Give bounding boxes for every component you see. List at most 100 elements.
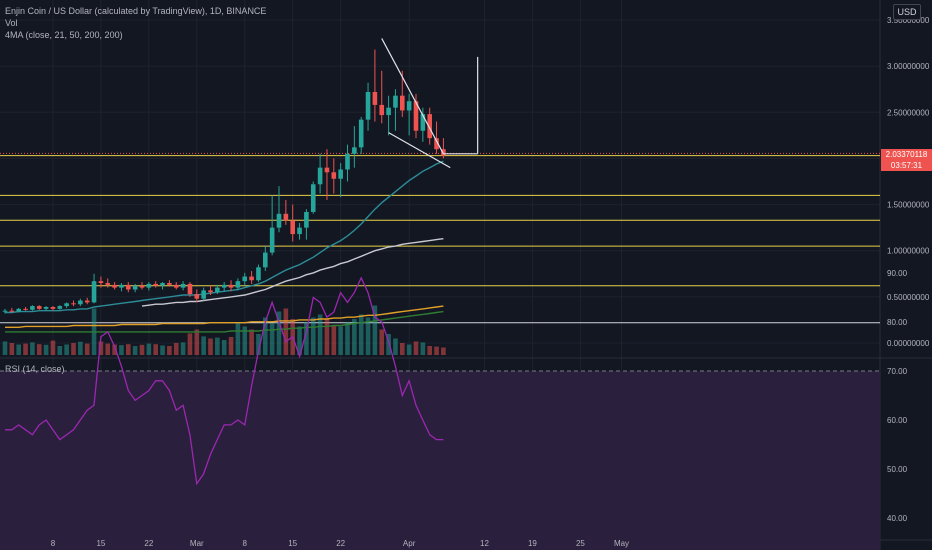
candlesticks bbox=[2, 49, 446, 314]
candle-body bbox=[173, 284, 179, 288]
volume-bar bbox=[153, 344, 158, 355]
volume-bars bbox=[2, 305, 446, 355]
last-price: 2.03370118 bbox=[885, 150, 928, 159]
candle-body bbox=[36, 306, 42, 309]
candle-body bbox=[228, 284, 234, 288]
candle-body bbox=[427, 114, 432, 139]
volume-bar bbox=[139, 344, 145, 355]
volume-bar bbox=[105, 343, 111, 355]
candle-body bbox=[139, 285, 145, 288]
price-tick-label: 1.50000000 bbox=[887, 201, 930, 210]
rsi-band bbox=[0, 370, 880, 550]
volume-bar bbox=[441, 347, 446, 355]
vol-label: Vol bbox=[5, 18, 18, 28]
price-tick-label: 0.50000000 bbox=[887, 293, 930, 302]
rsi-tick-label: 70.00 bbox=[887, 367, 908, 376]
volume-bar bbox=[317, 314, 323, 355]
volume-bar bbox=[215, 337, 220, 355]
trendline bbox=[381, 38, 444, 155]
countdown: 03:57:31 bbox=[890, 161, 923, 170]
candle-body bbox=[256, 267, 261, 281]
volume-bar bbox=[406, 344, 412, 355]
volume-bar bbox=[256, 334, 261, 355]
price-tick-label: 1.00000000 bbox=[887, 247, 930, 256]
rsi-band-fill bbox=[0, 371, 880, 550]
rsi-label: RSI (14, close) bbox=[5, 364, 65, 374]
candle-body bbox=[235, 281, 241, 288]
candle-body bbox=[194, 294, 200, 299]
volume-bar bbox=[2, 341, 8, 355]
candle-body bbox=[434, 138, 439, 150]
time-tick-label: 22 bbox=[144, 539, 153, 548]
price-tick-label: 0.00000000 bbox=[887, 339, 930, 348]
volume-bar bbox=[304, 322, 309, 355]
candle-body bbox=[43, 307, 49, 309]
price-tick-label: 3.50000000 bbox=[887, 16, 930, 25]
time-tick-label: Apr bbox=[403, 539, 416, 548]
candle-body bbox=[146, 283, 152, 288]
candle-body bbox=[50, 307, 56, 309]
candle-body bbox=[187, 283, 193, 295]
volume-bar bbox=[276, 311, 282, 355]
volume-bar bbox=[249, 329, 254, 355]
candle-body bbox=[84, 300, 90, 303]
time-tick-label: 8 bbox=[51, 539, 56, 548]
candle-body bbox=[304, 211, 309, 228]
candle-body bbox=[126, 284, 131, 290]
candle-body bbox=[400, 95, 405, 111]
volume-bar bbox=[23, 343, 28, 355]
volume-bar bbox=[221, 340, 227, 355]
currency-button[interactable]: USD bbox=[893, 4, 921, 20]
volume-bar bbox=[126, 344, 131, 355]
ma50-line bbox=[141, 238, 444, 307]
candle-body bbox=[324, 167, 330, 173]
rsi-tick-label: 90.00 bbox=[887, 269, 908, 278]
volume-bar bbox=[338, 326, 343, 355]
rsi-tick-label: 40.00 bbox=[887, 514, 908, 523]
candle-body bbox=[269, 227, 275, 253]
volume-bar bbox=[345, 322, 350, 355]
volume-bar bbox=[386, 334, 391, 355]
volume-bar bbox=[132, 346, 138, 355]
candle-body bbox=[180, 283, 186, 288]
volume-bar bbox=[50, 340, 56, 355]
volume-bar bbox=[372, 305, 378, 355]
candle-body bbox=[263, 252, 268, 268]
trendline bbox=[388, 132, 451, 169]
ma200-line bbox=[5, 305, 444, 328]
candle-body bbox=[420, 114, 426, 131]
price-tick-label: 3.00000000 bbox=[887, 62, 930, 71]
time-tick-label: 12 bbox=[480, 539, 489, 548]
candle-body bbox=[153, 283, 158, 286]
volume-bar bbox=[263, 317, 268, 355]
candle-body bbox=[290, 220, 295, 235]
rsi-line bbox=[5, 276, 444, 486]
volume-bar bbox=[71, 343, 76, 355]
candle-body bbox=[30, 306, 35, 310]
candle-body bbox=[331, 172, 337, 179]
volume-bar bbox=[413, 341, 419, 355]
price-tick-label: 2.50000000 bbox=[887, 108, 930, 117]
candle-body bbox=[112, 284, 117, 288]
volume-bar bbox=[36, 344, 42, 355]
rsi-tick-label: 80.00 bbox=[887, 318, 908, 327]
candle-body bbox=[215, 287, 220, 293]
volume-bar bbox=[180, 342, 186, 355]
volume-bar bbox=[352, 319, 357, 355]
volume-bar bbox=[201, 336, 206, 355]
rsi-polyline bbox=[5, 276, 444, 486]
candle-body bbox=[91, 281, 97, 303]
volume-bar bbox=[194, 329, 200, 355]
candle-body bbox=[338, 169, 343, 179]
candle-body bbox=[105, 283, 111, 285]
time-tick-label: 15 bbox=[288, 539, 297, 548]
candle-body bbox=[413, 101, 419, 131]
volume-bar bbox=[310, 317, 316, 355]
candle-body bbox=[2, 310, 8, 312]
candle-body bbox=[379, 104, 385, 116]
volume-bar bbox=[16, 344, 21, 355]
candle-body bbox=[221, 284, 227, 288]
candle-body bbox=[358, 119, 364, 148]
